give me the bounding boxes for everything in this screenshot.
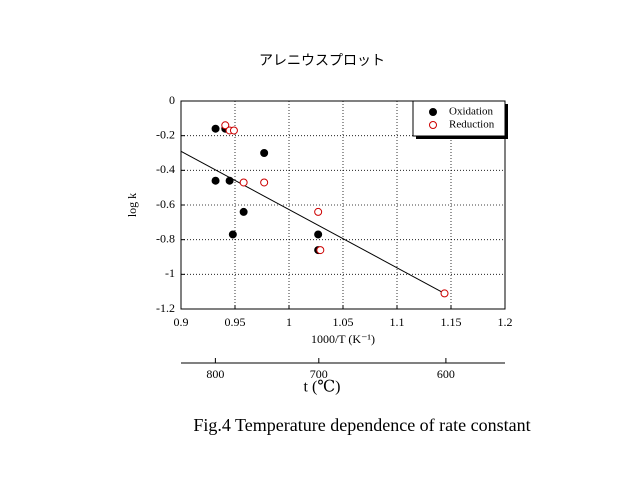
x2-tick-label: 700 (310, 367, 328, 381)
point (316, 246, 325, 255)
point (260, 149, 269, 157)
y-tick-label: -1.2 (156, 301, 175, 315)
point (314, 207, 323, 216)
plot-frame (180, 100, 506, 310)
point (225, 176, 234, 185)
point (211, 176, 220, 185)
legend-marker (429, 121, 437, 129)
y-tick-label: -0.8 (156, 231, 175, 245)
x-axis-label: 1000/T (K⁻¹) (311, 332, 375, 346)
x-tick-label: 0.9 (174, 315, 189, 329)
point (239, 207, 248, 216)
x-tick-label: 0.95 (225, 315, 246, 329)
y-tick-label: -0.6 (156, 197, 175, 211)
legend (412, 100, 506, 137)
y-tick-label: -1 (165, 266, 175, 280)
point (211, 124, 220, 133)
legend-marker (429, 108, 437, 116)
x-tick-label: 1.2 (498, 315, 513, 329)
chart-title: アレニウスプロット (259, 53, 385, 69)
point (239, 178, 248, 187)
x2-axis-label: t (℃) (304, 379, 341, 396)
y-axis-label: log k (125, 193, 139, 217)
y-tick-label: -0.4 (156, 162, 175, 176)
legend-label: Oxidation (449, 106, 493, 118)
point (260, 178, 269, 187)
y-tick-label: -0.2 (156, 127, 175, 141)
x-tick-label: 1.15 (441, 315, 462, 329)
caption: Fig.4 Temperature dependence of rate con… (193, 415, 530, 435)
point (440, 289, 449, 298)
x2-tick-label: 600 (437, 367, 455, 381)
x-tick-label: 1 (286, 315, 292, 329)
x2-tick-label: 800 (206, 367, 224, 381)
fit-line (180, 150, 445, 294)
point (221, 121, 230, 130)
x-tick-label: 1.1 (390, 315, 405, 329)
y-tick-label: 0 (169, 93, 175, 107)
point (314, 230, 323, 239)
legend-label: Reduction (449, 119, 495, 131)
point (229, 126, 238, 135)
x-tick-label: 1.05 (333, 315, 354, 329)
point (228, 230, 237, 239)
